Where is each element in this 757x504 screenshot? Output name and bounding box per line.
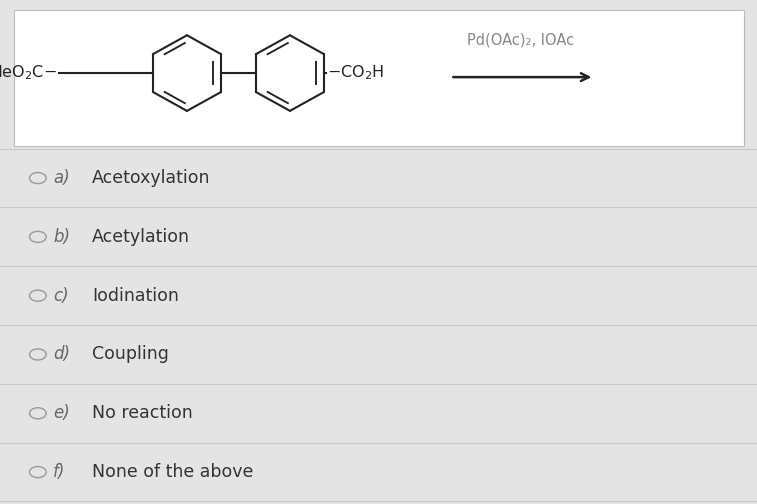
Text: None of the above: None of the above	[92, 463, 254, 481]
Text: No reaction: No reaction	[92, 404, 193, 422]
Text: a): a)	[53, 169, 70, 187]
Text: Acetylation: Acetylation	[92, 228, 190, 246]
Text: $-$CO$_2$H: $-$CO$_2$H	[327, 64, 385, 83]
Text: f): f)	[53, 463, 65, 481]
Text: b): b)	[53, 228, 70, 246]
Text: Pd(OAc)₂, IOAc: Pd(OAc)₂, IOAc	[467, 33, 575, 48]
Text: MeO$_2$C$-$: MeO$_2$C$-$	[0, 64, 57, 83]
Text: Acetoxylation: Acetoxylation	[92, 169, 211, 187]
Text: Coupling: Coupling	[92, 345, 170, 363]
Text: e): e)	[53, 404, 70, 422]
FancyBboxPatch shape	[14, 10, 744, 146]
Text: Iodination: Iodination	[92, 287, 179, 305]
Text: c): c)	[53, 287, 69, 305]
Text: d): d)	[53, 345, 70, 363]
